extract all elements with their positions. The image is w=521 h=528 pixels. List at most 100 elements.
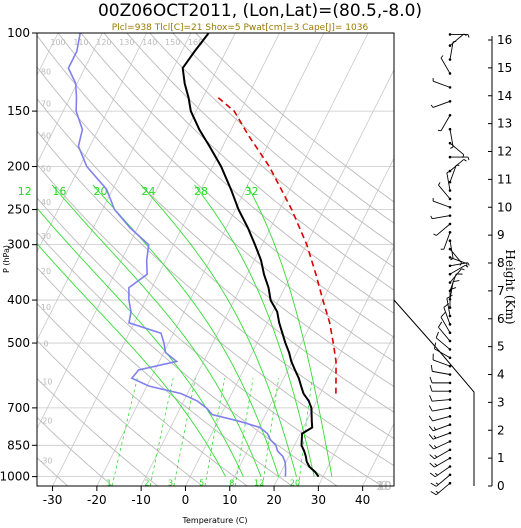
mixing-ratio-line xyxy=(262,378,280,486)
wind-barb-staff xyxy=(435,337,451,350)
wind-barb xyxy=(432,197,452,209)
dry-adiabat-label: 70 xyxy=(41,99,51,108)
moist-adiabat-label: 12 xyxy=(18,185,32,198)
wind-barb-staff xyxy=(449,240,454,259)
dry-adiabat-label: 150 xyxy=(165,38,180,47)
wind-barb-flag xyxy=(429,462,435,468)
isotherm-line xyxy=(37,33,192,342)
dry-adiabat-line xyxy=(149,33,394,246)
wind-barb-half-flag xyxy=(430,104,434,108)
wind-barb xyxy=(448,127,454,149)
wind-barb xyxy=(432,78,452,89)
dry-adiabat-line xyxy=(37,197,383,486)
wind-barb-half-flag xyxy=(450,146,454,149)
height-tick-label: 5 xyxy=(497,340,505,354)
wind-barb-half-flag xyxy=(435,482,439,485)
wind-barb-half-flag xyxy=(430,215,433,219)
wind-barb xyxy=(430,481,452,496)
wind-barb-staff xyxy=(432,415,451,422)
moist-adiabat-label: 20 xyxy=(93,185,107,198)
mixing-ratio-label: 3 xyxy=(168,478,173,487)
height-tick-label: 9 xyxy=(497,228,505,242)
dry-adiabat-line xyxy=(37,163,394,467)
dry-adiabat-label: 130 xyxy=(119,38,134,47)
wind-barb xyxy=(429,440,452,450)
dry-adiabat-label: -30 xyxy=(39,456,52,465)
x-tick-label: 10 xyxy=(222,493,237,507)
dry-adiabat-label: 40 xyxy=(41,198,51,207)
wind-barb xyxy=(438,182,452,201)
height-tick-label: 2 xyxy=(497,423,505,437)
mixing-ratio-lines xyxy=(111,378,313,486)
wind-barb xyxy=(429,385,452,393)
wind-barb-flag xyxy=(429,454,435,460)
dry-adiabat-line xyxy=(37,130,394,440)
wind-barb-flag xyxy=(433,342,437,349)
moist-adiabat-line xyxy=(37,243,227,477)
wind-barb xyxy=(448,33,467,47)
isotherm-line xyxy=(229,157,394,486)
y-axis-label: P (hPa) xyxy=(2,245,11,273)
height-tick-label: 16 xyxy=(497,33,512,47)
height-tick-label: 1 xyxy=(497,451,505,465)
moist-adiabat-line xyxy=(37,207,244,477)
mixing-ratio-label: 20 xyxy=(290,478,300,487)
axes: -30 -20 -10 0 10 20 30 401001502002503004005007… xyxy=(0,26,512,507)
dewpoint-line xyxy=(67,33,287,477)
wind-barb xyxy=(428,431,452,440)
mixing-ratio-label: 12 xyxy=(254,478,264,487)
y-tick-label: 250 xyxy=(7,203,30,217)
dry-adiabat-line xyxy=(37,98,394,413)
isotherm-line xyxy=(96,33,325,486)
moist-adiabat-label: 24 xyxy=(142,185,156,198)
wind-barb-staff xyxy=(438,184,451,200)
chart-indices: Plcl=938 Tlcl[C]=21 Shox=5 Pwat[cm]=3 Ca… xyxy=(112,23,369,33)
wind-barb-flag xyxy=(435,331,439,339)
wind-barb xyxy=(440,312,452,334)
wind-barb xyxy=(430,214,452,220)
dry-adiabat-line xyxy=(80,33,394,314)
height-tick-label: 7 xyxy=(497,284,505,298)
dry-adiabat-label: 60 xyxy=(41,132,51,141)
wind-barbs xyxy=(428,33,470,496)
wind-barb xyxy=(433,222,452,236)
dry-adiabat-line xyxy=(172,33,394,224)
wind-barb-staff xyxy=(449,129,454,148)
wind-barb-station xyxy=(448,314,452,318)
wind-barb-half-flag xyxy=(440,55,444,59)
height-tick-label: 12 xyxy=(497,145,512,159)
height-tick-label: 8 xyxy=(497,256,505,270)
wind-barb-staff xyxy=(449,264,466,275)
wind-barb xyxy=(443,303,452,326)
wind-barb xyxy=(428,423,452,432)
wind-barb-staff xyxy=(432,359,451,367)
wind-barb-half-flag xyxy=(437,129,442,132)
height-tick-label: 4 xyxy=(497,368,505,382)
wind-barb xyxy=(433,342,452,360)
wind-barb-staff xyxy=(432,215,451,220)
wind-barb xyxy=(448,40,457,61)
isotherm-line xyxy=(185,68,394,486)
wind-barb xyxy=(429,448,452,460)
y-tick-label: 150 xyxy=(7,104,30,118)
wind-barb-staff xyxy=(443,307,451,325)
wind-barb-flag xyxy=(429,376,433,384)
wind-barb-half-flag xyxy=(461,268,465,271)
wind-barb-staff xyxy=(449,159,465,172)
wind-barb-station xyxy=(448,264,452,268)
dry-adiabat-label: 100 xyxy=(50,38,65,47)
mixing-ratio-line xyxy=(149,378,174,486)
wind-barb-half-flag xyxy=(467,156,470,161)
dry-adiabat-label: -10 xyxy=(39,377,52,386)
wind-barb-half-flag xyxy=(435,490,439,494)
x-axis-label: Temperature (C) xyxy=(181,516,247,525)
wind-barb xyxy=(430,100,452,108)
x-tick-label: 20 xyxy=(266,493,281,507)
wind-barb-staff xyxy=(440,115,451,132)
wind-barb xyxy=(448,164,460,184)
height-tick-label: 3 xyxy=(497,395,505,409)
dry-adiabat-label: 140 xyxy=(142,38,157,47)
parcel-path-line xyxy=(217,97,337,394)
wind-barb-staff xyxy=(432,407,451,412)
y-tick-label: 300 xyxy=(7,238,30,252)
